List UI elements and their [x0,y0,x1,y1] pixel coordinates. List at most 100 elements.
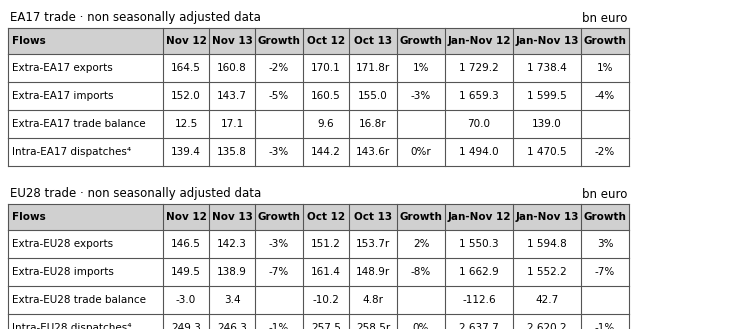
Text: -7%: -7% [595,267,615,277]
Text: 258.5r: 258.5r [356,323,390,329]
Text: 3%: 3% [597,239,613,249]
Text: EA17 trade · non seasonally adjusted data: EA17 trade · non seasonally adjusted dat… [10,12,261,24]
Text: 139.0: 139.0 [532,119,562,129]
Bar [8,230,629,258]
Text: 2 620.2: 2 620.2 [527,323,567,329]
Text: 146.5: 146.5 [171,239,201,249]
Text: -4%: -4% [595,91,615,101]
Text: 9.6: 9.6 [318,119,334,129]
Bar [8,82,629,110]
Text: 3.4: 3.4 [224,295,241,305]
Text: 2 637.7: 2 637.7 [459,323,499,329]
Text: -7%: -7% [269,267,289,277]
Text: -1%: -1% [595,323,615,329]
Text: Jan-Nov 13: Jan-Nov 13 [515,212,578,222]
Text: 2%: 2% [413,239,429,249]
Text: Extra-EU28 imports: Extra-EU28 imports [12,267,114,277]
Bar [8,110,629,138]
Text: Extra-EA17 exports: Extra-EA17 exports [12,63,113,73]
Text: 152.0: 152.0 [171,91,201,101]
Text: 1 494.0: 1 494.0 [459,147,499,157]
Text: 0%r: 0%r [411,147,431,157]
Text: Intra-EU28 dispatches⁴: Intra-EU28 dispatches⁴ [12,323,132,329]
Text: Extra-EU28 exports: Extra-EU28 exports [12,239,113,249]
Text: 143.6r: 143.6r [356,147,390,157]
Text: Jan-Nov 12: Jan-Nov 12 [447,212,511,222]
Text: 16.8r: 16.8r [359,119,387,129]
Text: 151.2: 151.2 [311,239,341,249]
Text: Oct 12: Oct 12 [307,36,345,46]
Text: 70.0: 70.0 [467,119,490,129]
Bar [8,28,629,54]
Text: 142.3: 142.3 [217,239,247,249]
Text: -8%: -8% [411,267,431,277]
Text: 138.9: 138.9 [217,267,247,277]
Text: -3.0: -3.0 [176,295,196,305]
Text: Flows: Flows [12,36,46,46]
Text: Extra-EA17 imports: Extra-EA17 imports [12,91,113,101]
Text: 1 550.3: 1 550.3 [459,239,499,249]
Text: -2%: -2% [595,147,615,157]
Text: Growth: Growth [400,36,442,46]
Text: 139.4: 139.4 [171,147,201,157]
Text: 1 729.2: 1 729.2 [459,63,499,73]
Text: Intra-EA17 dispatches⁴: Intra-EA17 dispatches⁴ [12,147,131,157]
Text: -3%: -3% [269,147,289,157]
Text: bn euro: bn euro [581,188,627,200]
Text: 164.5: 164.5 [171,63,201,73]
Text: Growth: Growth [584,212,626,222]
Text: 249.3: 249.3 [171,323,201,329]
Text: -1%: -1% [269,323,289,329]
Text: 1 662.9: 1 662.9 [459,267,499,277]
Text: Nov 13: Nov 13 [211,212,252,222]
Text: 155.0: 155.0 [358,91,388,101]
Text: -3%: -3% [269,239,289,249]
Text: -2%: -2% [269,63,289,73]
Text: 1 659.3: 1 659.3 [459,91,499,101]
Text: 1%: 1% [413,63,429,73]
Text: 1%: 1% [597,63,613,73]
Text: 170.1: 170.1 [311,63,341,73]
Text: 0%: 0% [413,323,429,329]
Text: 171.8r: 171.8r [356,63,390,73]
Text: 1 738.4: 1 738.4 [527,63,567,73]
Text: 1 470.5: 1 470.5 [527,147,567,157]
Text: Jan-Nov 13: Jan-Nov 13 [515,36,578,46]
Text: -112.6: -112.6 [462,295,496,305]
Text: 161.4: 161.4 [311,267,341,277]
Text: 160.8: 160.8 [217,63,247,73]
Text: 42.7: 42.7 [535,295,559,305]
Text: 12.5: 12.5 [174,119,198,129]
Text: 144.2: 144.2 [311,147,341,157]
Text: Extra-EA17 trade balance: Extra-EA17 trade balance [12,119,146,129]
Text: Oct 13: Oct 13 [354,36,392,46]
Text: 1 599.5: 1 599.5 [527,91,567,101]
Text: Oct 12: Oct 12 [307,212,345,222]
Text: Growth: Growth [258,36,300,46]
Text: Nov 12: Nov 12 [166,212,206,222]
Text: Nov 13: Nov 13 [211,36,252,46]
Text: 246.3: 246.3 [217,323,247,329]
Bar [8,258,629,286]
Text: 257.5: 257.5 [311,323,341,329]
Text: 153.7r: 153.7r [356,239,390,249]
Text: -5%: -5% [269,91,289,101]
Text: Jan-Nov 12: Jan-Nov 12 [447,36,511,46]
Bar [8,138,629,166]
Bar [8,314,629,329]
Text: 135.8: 135.8 [217,147,247,157]
Bar [8,286,629,314]
Text: Growth: Growth [258,212,300,222]
Text: 160.5: 160.5 [311,91,341,101]
Text: 149.5: 149.5 [171,267,201,277]
Text: Nov 12: Nov 12 [166,36,206,46]
Text: 4.8r: 4.8r [363,295,383,305]
Bar [8,54,629,82]
Text: Flows: Flows [12,212,46,222]
Text: bn euro: bn euro [581,12,627,24]
Text: Extra-EU28 trade balance: Extra-EU28 trade balance [12,295,146,305]
Text: -10.2: -10.2 [313,295,339,305]
Text: Growth: Growth [400,212,442,222]
Bar [8,204,629,230]
Text: Growth: Growth [584,36,626,46]
